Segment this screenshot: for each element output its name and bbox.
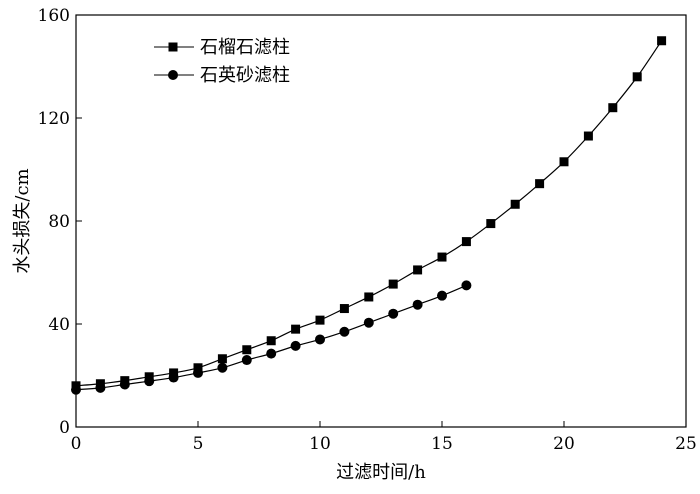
y-tick-label: 120	[38, 109, 70, 129]
x-axis-title: 过滤时间/h	[336, 462, 426, 483]
data-point-square	[266, 336, 276, 346]
y-axis-title: 水头损失/cm	[12, 168, 33, 273]
data-point-square	[461, 237, 471, 247]
data-point-circle	[71, 384, 81, 395]
y-tick-label: 160	[38, 6, 70, 26]
legend-label-quartz: 石英砂滤柱	[200, 65, 290, 86]
series-line-0	[75, 40, 663, 387]
x-tick-label: 10	[309, 434, 331, 454]
x-tick-label: 20	[553, 434, 575, 454]
data-point-square	[437, 252, 447, 262]
data-point-circle	[217, 362, 228, 373]
legend-marker-quartz	[168, 70, 178, 80]
y-tick-label: 40	[48, 315, 70, 335]
data-point-circle	[388, 308, 399, 319]
data-point-circle	[241, 355, 252, 366]
data-point-square	[388, 279, 398, 289]
data-point-circle	[461, 280, 472, 291]
axis-ticks: 0 5 10 15 20 25 0 40 80 120 160	[38, 6, 697, 454]
y-tick-label: 0	[59, 418, 70, 438]
data-point-circle	[266, 348, 277, 359]
data-point-circle	[437, 290, 447, 301]
data-point-circle	[339, 326, 350, 337]
data-point-circle	[412, 299, 423, 310]
x-tick-label: 5	[193, 434, 204, 454]
data-point-circle	[168, 372, 179, 383]
x-tick-label: 15	[431, 434, 453, 454]
x-tick-label: 25	[675, 434, 697, 454]
data-point-square	[291, 324, 301, 334]
data-point-square	[364, 292, 374, 302]
y-tick-label: 80	[48, 212, 70, 232]
data-point-square	[510, 199, 520, 209]
data-point-circle	[193, 367, 203, 378]
legend-marker-garnet	[168, 42, 178, 52]
data-point-square	[657, 36, 667, 46]
data-point-circle	[363, 317, 374, 328]
data-point-circle	[95, 382, 106, 393]
legend: 石榴石滤柱 石英砂滤柱	[154, 37, 290, 86]
data-point-square	[559, 157, 569, 167]
data-point-circle	[290, 340, 301, 351]
data-point-circle	[119, 379, 130, 390]
data-point-circle	[315, 334, 325, 345]
legend-label-garnet: 石榴石滤柱	[200, 37, 290, 58]
data-point-square	[535, 179, 545, 189]
data-point-square	[315, 315, 325, 325]
series-layer	[71, 36, 667, 395]
data-point-square	[217, 354, 227, 364]
data-point-square	[583, 131, 593, 141]
data-point-square	[413, 265, 423, 275]
data-point-square	[193, 363, 203, 373]
data-point-square	[608, 103, 618, 113]
data-point-square	[632, 72, 642, 82]
data-point-circle	[144, 376, 155, 387]
data-point-square	[242, 345, 252, 355]
data-point-square	[486, 219, 496, 229]
data-point-square	[339, 304, 349, 314]
x-tick-label: 0	[71, 434, 82, 454]
plot-frame	[75, 14, 687, 428]
